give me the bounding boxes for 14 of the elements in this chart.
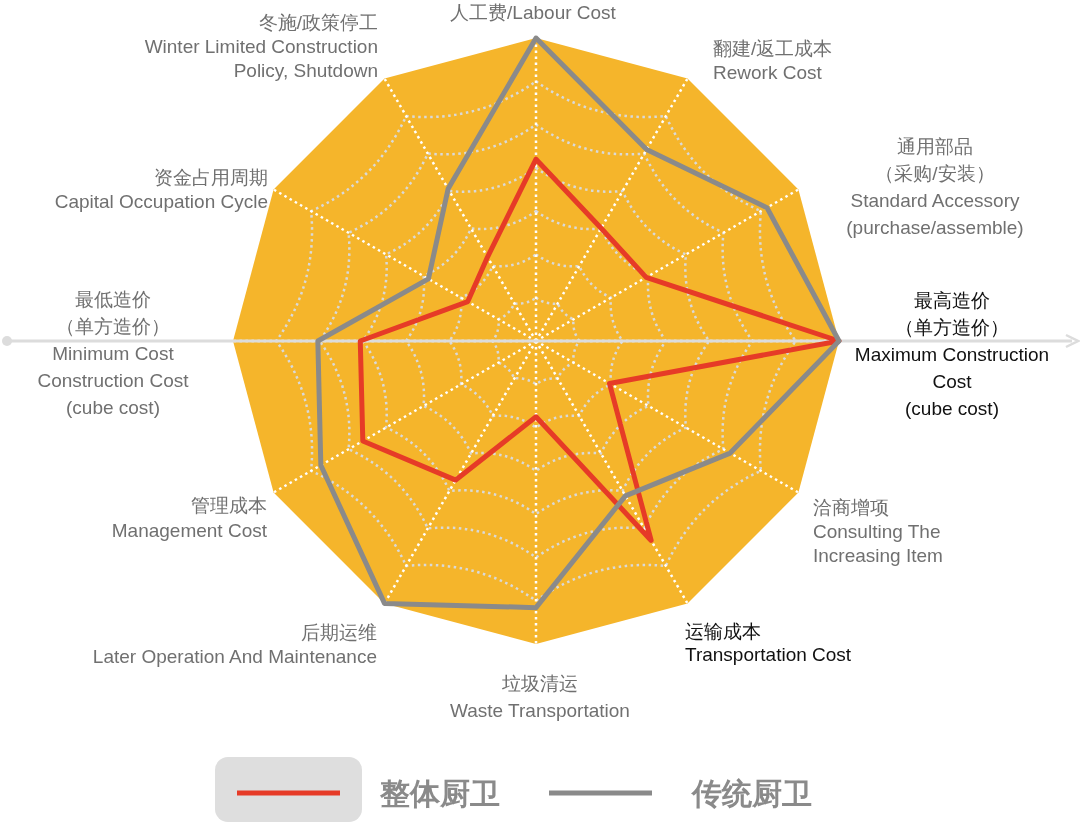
spoke-label: 最低造价（单方造价） Minimum Cost Construction Cost (cube cost) xyxy=(37,288,190,418)
spoke-label: 资金占用周期 Capital Occupation Cycle xyxy=(54,166,268,212)
spoke-label: 翻建/返工成本 Rework Cost xyxy=(713,37,833,83)
legend-label: 整体厨卫 xyxy=(379,776,500,810)
spoke-label: 通用部品（采购/安装） Standard Accessory (purchase/assemble) xyxy=(846,135,1024,238)
spoke-label: 最高造价（单方造价） Maximum Construction Cost (cube cost) xyxy=(854,289,1050,419)
spoke-label: 洽商增项 Consulting The Increasing Item xyxy=(813,496,943,566)
spoke-label: 冬施/政策停工 Winter Limited Construction Policy, Shutdown xyxy=(144,11,378,81)
spoke-label: 人工费/Labour Cost xyxy=(450,1,617,23)
spoke-label: 后期运维 Later Operation And Maintenance xyxy=(92,621,377,667)
spoke-label: 垃圾清运 Waste Transportation xyxy=(450,672,630,721)
spoke-label: 运输成本 Transportation Cost xyxy=(685,620,852,665)
spoke-label: 管理成本 Management Cost xyxy=(111,494,268,541)
legend-label: 传统厨卫 xyxy=(691,776,812,810)
